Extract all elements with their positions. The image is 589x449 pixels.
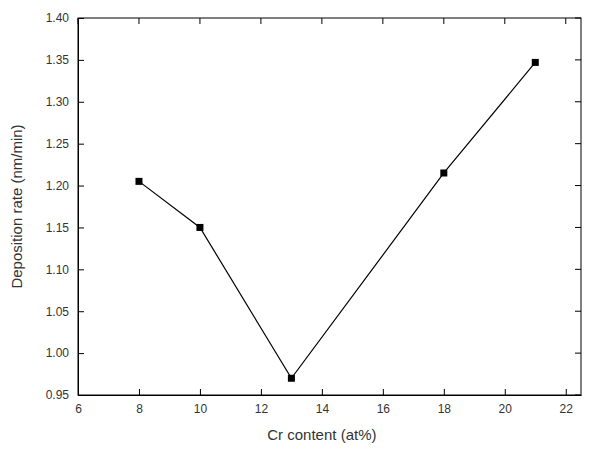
- x-tick-mark-top: [443, 18, 444, 24]
- x-tick-label: 6: [75, 402, 82, 416]
- x-tick: 14: [316, 389, 330, 416]
- y-tick-mark: [78, 144, 84, 145]
- x-tick: 12: [255, 389, 269, 416]
- data-point: [288, 375, 295, 382]
- x-tick-mark: [261, 389, 262, 395]
- x-tick-mark-top: [321, 18, 322, 24]
- x-tick: 8: [136, 389, 143, 416]
- plot-frame: [78, 18, 581, 395]
- y-tick-mark-right: [575, 227, 581, 228]
- x-tick-mark-top: [504, 18, 505, 24]
- y-tick-mark-right: [575, 59, 581, 60]
- y-tick-label: 1.25: [46, 137, 70, 151]
- x-tick-label: 8: [136, 402, 143, 416]
- x-tick-mark: [566, 389, 567, 395]
- data-line: [139, 62, 535, 378]
- y-tick-mark: [78, 186, 84, 187]
- y-tick-mark-right: [575, 143, 581, 144]
- x-tick: 20: [499, 389, 513, 416]
- y-tick-mark: [78, 102, 84, 103]
- y-tick-mark-right: [575, 353, 581, 354]
- x-tick-label: 18: [438, 402, 452, 416]
- x-tick-mark: [200, 389, 201, 395]
- x-tick-mark-top: [199, 18, 200, 24]
- y-tick-label: 0.95: [46, 388, 70, 402]
- mirror-ticks: [78, 18, 581, 395]
- y-tick-mark-right: [575, 311, 581, 312]
- data-point: [196, 224, 203, 231]
- x-tick-mark: [505, 389, 506, 395]
- x-tick-mark-top: [260, 18, 261, 24]
- y-tick-label: 1.05: [46, 305, 70, 319]
- x-tick-label: 22: [560, 402, 574, 416]
- y-tick-mark: [78, 60, 84, 61]
- y-tick-label: 1.30: [46, 95, 70, 109]
- y-tick-label: 1.40: [46, 11, 70, 25]
- x-tick-mark-top: [382, 18, 383, 24]
- x-tick-label: 20: [499, 402, 513, 416]
- x-axis-title: Cr content (at%): [267, 426, 376, 443]
- x-tick-label: 14: [316, 402, 330, 416]
- y-tick-label: 1.10: [46, 263, 70, 277]
- data: [135, 59, 538, 382]
- y-tick-label: 1.35: [46, 53, 70, 67]
- x-tick-label: 10: [194, 402, 208, 416]
- data-point: [135, 178, 142, 185]
- y-tick-mark: [78, 269, 84, 270]
- y-tick-label: 1.15: [46, 221, 70, 235]
- y-axis-title: Deposition rate (nm/min): [8, 124, 25, 288]
- plot: 6 8 10 12 14 16 18 20 22 0.95 1.00 1.05 1.10 1.15 1.20…: [46, 11, 582, 415]
- y-tick-mark-right: [575, 101, 581, 102]
- x-tick-mark: [139, 389, 140, 395]
- data-point: [440, 169, 447, 176]
- y-tick-label: 1.20: [46, 179, 70, 193]
- x-tick-mark: [383, 389, 384, 395]
- y-tick-mark: [78, 353, 84, 354]
- y-tick-label: 1.00: [46, 346, 70, 360]
- x-tick-label: 16: [377, 402, 391, 416]
- x-tick: 18: [438, 389, 452, 416]
- x-tick-mark-top: [138, 18, 139, 24]
- x-tick: 10: [194, 389, 208, 416]
- data-point: [532, 59, 539, 66]
- x-tick-mark: [444, 389, 445, 395]
- x-tick: 16: [377, 389, 391, 416]
- x-axis: 6 8 10 12 14 16 18 20 22: [75, 389, 581, 416]
- x-tick-mark: [322, 389, 323, 395]
- x-tick-label: 12: [255, 402, 269, 416]
- y-tick-mark: [78, 227, 84, 228]
- x-tick-mark-top: [565, 18, 566, 24]
- y-tick-mark-right: [575, 269, 581, 270]
- y-tick-mark-right: [575, 185, 581, 186]
- y-tick-mark: [78, 311, 84, 312]
- chart: 6 8 10 12 14 16 18 20 22 0.95 1.00 1.05 1.10 1.15 1.20…: [0, 0, 589, 449]
- x-tick: 22: [560, 389, 574, 416]
